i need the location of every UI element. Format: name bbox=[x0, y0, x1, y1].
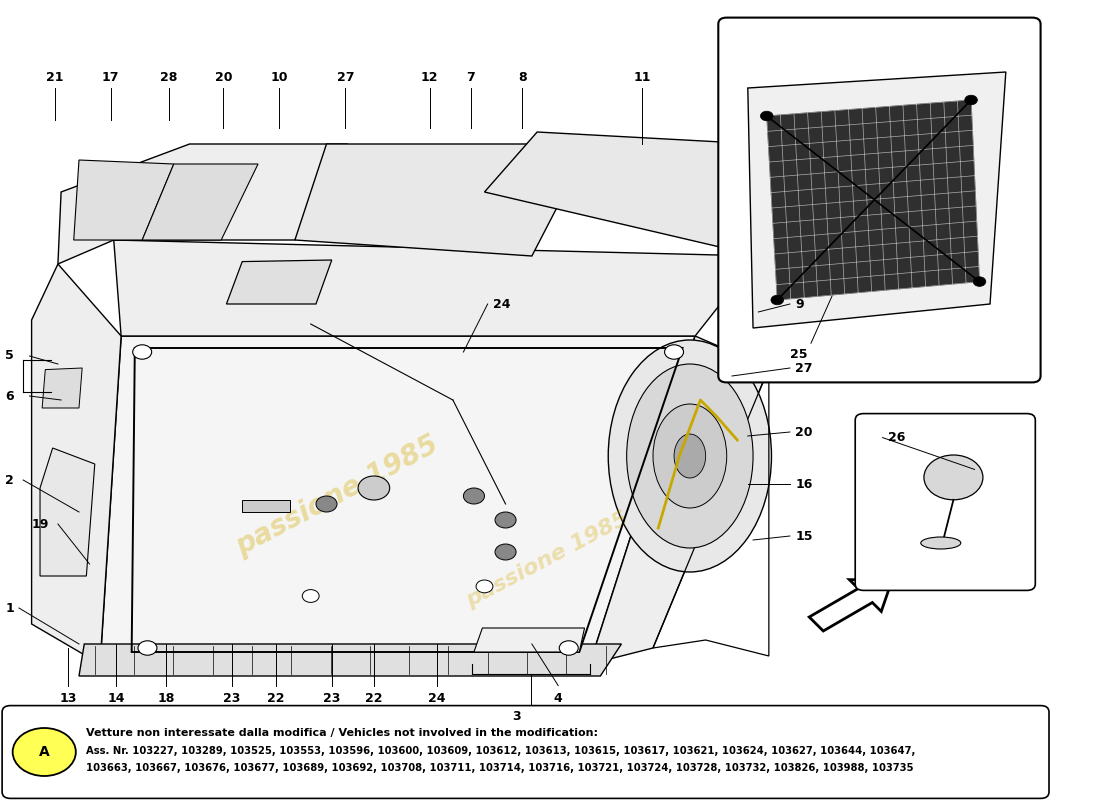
Circle shape bbox=[495, 544, 516, 560]
Polygon shape bbox=[242, 500, 289, 512]
Text: 12: 12 bbox=[421, 71, 439, 84]
Text: passione 1985: passione 1985 bbox=[463, 509, 632, 611]
Polygon shape bbox=[42, 368, 82, 408]
Text: 15: 15 bbox=[795, 530, 813, 542]
Text: 103663, 103667, 103676, 103677, 103689, 103692, 103708, 103711, 103714, 103716, : 103663, 103667, 103676, 103677, 103689, … bbox=[87, 763, 914, 773]
Circle shape bbox=[476, 580, 493, 593]
Polygon shape bbox=[748, 72, 1005, 328]
Text: 10: 10 bbox=[271, 71, 288, 84]
Polygon shape bbox=[767, 100, 979, 300]
Circle shape bbox=[760, 111, 773, 121]
Polygon shape bbox=[484, 132, 758, 256]
Text: 11: 11 bbox=[634, 71, 651, 84]
Polygon shape bbox=[590, 336, 769, 664]
Text: 20: 20 bbox=[795, 426, 813, 438]
Circle shape bbox=[924, 455, 983, 500]
Text: 26: 26 bbox=[888, 431, 905, 444]
Polygon shape bbox=[58, 144, 348, 264]
Text: A: A bbox=[39, 745, 50, 759]
Text: 5: 5 bbox=[6, 350, 14, 362]
Ellipse shape bbox=[608, 340, 771, 572]
Polygon shape bbox=[295, 144, 590, 256]
Text: 16: 16 bbox=[795, 478, 813, 490]
FancyArrow shape bbox=[810, 580, 892, 631]
Text: 28: 28 bbox=[160, 71, 177, 84]
Ellipse shape bbox=[653, 404, 727, 508]
Circle shape bbox=[138, 641, 157, 655]
Polygon shape bbox=[113, 240, 758, 336]
FancyBboxPatch shape bbox=[855, 414, 1035, 590]
Circle shape bbox=[559, 641, 579, 655]
Text: 22: 22 bbox=[365, 692, 383, 705]
Text: 1: 1 bbox=[6, 602, 14, 614]
Circle shape bbox=[974, 277, 986, 286]
Circle shape bbox=[664, 345, 683, 359]
Circle shape bbox=[495, 512, 516, 528]
Text: Vetture non interessate dalla modifica / Vehicles not involved in the modificati: Vetture non interessate dalla modifica /… bbox=[87, 728, 598, 738]
Text: 2: 2 bbox=[6, 474, 14, 486]
Polygon shape bbox=[227, 260, 332, 304]
Circle shape bbox=[771, 295, 783, 305]
Polygon shape bbox=[32, 264, 121, 664]
Polygon shape bbox=[474, 628, 584, 652]
Text: 9: 9 bbox=[795, 298, 804, 310]
Polygon shape bbox=[100, 336, 695, 664]
Text: 6: 6 bbox=[6, 390, 14, 402]
Text: 19: 19 bbox=[32, 518, 50, 530]
Text: 3: 3 bbox=[512, 710, 520, 723]
Polygon shape bbox=[74, 160, 174, 240]
Circle shape bbox=[965, 95, 978, 105]
FancyBboxPatch shape bbox=[2, 706, 1049, 798]
Text: 13: 13 bbox=[59, 692, 77, 705]
Text: 22: 22 bbox=[267, 692, 285, 705]
Circle shape bbox=[133, 345, 152, 359]
Text: 23: 23 bbox=[323, 692, 341, 705]
Circle shape bbox=[12, 728, 76, 776]
Text: 4: 4 bbox=[553, 692, 562, 705]
Text: Ass. Nr. 103227, 103289, 103525, 103553, 103596, 103600, 103609, 103612, 103613,: Ass. Nr. 103227, 103289, 103525, 103553,… bbox=[87, 746, 915, 755]
Text: 17: 17 bbox=[102, 71, 119, 84]
Text: 7: 7 bbox=[466, 71, 475, 84]
Ellipse shape bbox=[674, 434, 706, 478]
Polygon shape bbox=[40, 448, 95, 576]
FancyBboxPatch shape bbox=[718, 18, 1041, 382]
Text: 21: 21 bbox=[46, 71, 64, 84]
Text: 25: 25 bbox=[790, 348, 807, 361]
Text: 8: 8 bbox=[518, 71, 527, 84]
Text: 23: 23 bbox=[223, 692, 241, 705]
Ellipse shape bbox=[627, 364, 754, 548]
Circle shape bbox=[302, 590, 319, 602]
Polygon shape bbox=[142, 164, 258, 240]
Text: 27: 27 bbox=[337, 71, 354, 84]
Text: 14: 14 bbox=[107, 692, 124, 705]
Text: 27: 27 bbox=[795, 362, 813, 374]
Circle shape bbox=[463, 488, 484, 504]
Circle shape bbox=[359, 476, 389, 500]
Polygon shape bbox=[79, 644, 622, 676]
Text: 18: 18 bbox=[157, 692, 175, 705]
Circle shape bbox=[316, 496, 337, 512]
Text: 20: 20 bbox=[214, 71, 232, 84]
Text: 24: 24 bbox=[493, 298, 510, 310]
Text: passione 1985: passione 1985 bbox=[231, 430, 443, 562]
Ellipse shape bbox=[921, 537, 960, 549]
Text: 24: 24 bbox=[428, 692, 446, 705]
